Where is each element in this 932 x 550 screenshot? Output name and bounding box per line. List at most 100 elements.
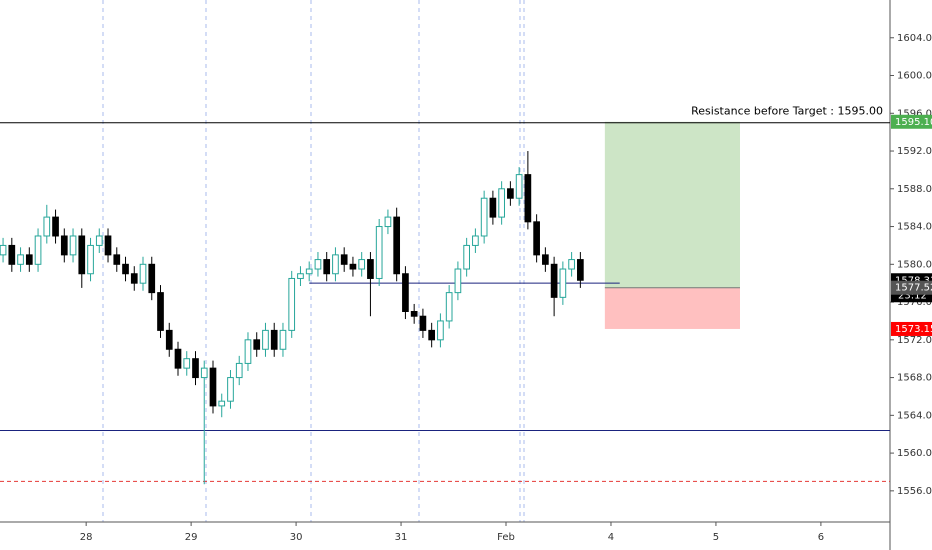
candle-body — [568, 259, 575, 270]
x-tick-label: 4 — [608, 532, 614, 543]
candle-body — [445, 292, 453, 322]
candle-body — [419, 315, 427, 331]
candle-body — [78, 235, 86, 275]
candle-body — [253, 339, 261, 350]
candle-body — [34, 235, 42, 265]
candle-body — [349, 263, 357, 270]
x-tick-label: 29 — [185, 532, 198, 543]
candle-body — [113, 254, 121, 265]
x-tick-label: 28 — [80, 532, 93, 543]
candle-body — [227, 377, 234, 402]
candle-body — [279, 329, 287, 350]
x-tick-label: Feb — [497, 532, 515, 543]
candle-body — [542, 254, 549, 265]
candle-body — [524, 174, 532, 223]
candle-body — [533, 221, 540, 256]
candle-body — [183, 358, 191, 369]
x-tick-label: 30 — [290, 532, 303, 543]
candle-body — [0, 244, 7, 256]
y-tick-label: 1576.00 — [897, 297, 932, 308]
y-tick-label: 1572.00 — [897, 335, 932, 346]
candle-body — [472, 235, 479, 246]
candle-body — [323, 259, 331, 275]
candle-body — [428, 329, 436, 341]
x-tick-label: 31 — [395, 532, 408, 543]
stop-label: 1573.15 — [895, 324, 932, 335]
countdown: 23:12 — [898, 290, 927, 301]
candle-body — [393, 216, 401, 275]
candle-body — [192, 358, 199, 379]
candle-body — [200, 367, 208, 379]
candle-body — [332, 254, 339, 275]
candle-body — [270, 329, 278, 350]
y-tick-label: 1560.00 — [897, 448, 932, 459]
y-tick-label: 1580.00 — [897, 259, 932, 270]
y-tick-label: 1564.00 — [897, 410, 932, 421]
candle-body — [104, 235, 112, 256]
candle-body — [402, 273, 409, 313]
candle-body — [437, 320, 444, 341]
candle-body — [498, 188, 505, 218]
candle-body — [340, 254, 348, 265]
candle-body — [507, 188, 514, 199]
candle-body — [375, 226, 383, 279]
candle-body — [25, 254, 33, 265]
candle-body — [305, 268, 313, 275]
candle-body — [515, 174, 523, 199]
y-tick-label: 1592.00 — [897, 146, 932, 157]
candle-body — [410, 311, 418, 317]
candle-body — [463, 244, 470, 270]
x-tick-label: 6 — [818, 532, 824, 543]
candle-body — [165, 329, 173, 350]
y-tick-label: 1600.00 — [897, 71, 932, 82]
candle-body — [69, 235, 77, 256]
candle-body — [550, 263, 558, 298]
candle-body — [218, 400, 226, 407]
candle-body — [95, 235, 103, 246]
candle-body — [577, 259, 584, 281]
profit-zone — [604, 121, 740, 288]
candle-body — [262, 329, 269, 350]
stop-label-bg — [891, 321, 932, 336]
entry-label: 1577.52 — [895, 283, 932, 294]
candle-body — [384, 216, 392, 228]
candle-body — [367, 259, 374, 279]
annotation: Resistance before Target : 1595.00 — [691, 105, 883, 118]
loss-zone — [604, 287, 740, 329]
candle-body — [235, 362, 243, 379]
candle-body — [480, 197, 488, 237]
candle-body — [43, 216, 51, 237]
entry-label-bg — [891, 280, 932, 295]
candle-body — [87, 244, 94, 275]
candle-body — [297, 273, 304, 279]
candle-body — [148, 263, 156, 294]
candle-body — [288, 277, 296, 331]
candle-body — [209, 367, 217, 407]
candle-body — [8, 244, 16, 265]
target-label-bg — [891, 114, 932, 129]
candle-body — [244, 339, 252, 364]
candle-body — [454, 268, 462, 294]
candle-body — [314, 259, 322, 270]
session-breaks — [102, 0, 525, 522]
candle-body — [130, 273, 138, 284]
x-tick-label: 5 — [713, 532, 719, 543]
y-tick-label: 1604.00 — [897, 33, 932, 44]
candle-body — [489, 197, 497, 218]
candle-body — [139, 263, 147, 284]
candle-body — [174, 348, 182, 369]
y-tick-label: 1568.00 — [897, 373, 932, 384]
y-tick-label: 1584.00 — [897, 222, 932, 233]
candle-body — [157, 292, 164, 331]
candle-body — [559, 268, 567, 298]
y-tick-label: 1556.00 — [897, 486, 932, 497]
candle-body — [122, 263, 129, 275]
candle-body — [358, 259, 366, 270]
candle-body — [52, 216, 59, 237]
target-label: 1595.10 — [895, 117, 932, 128]
candle-body — [17, 254, 24, 265]
y-tick-label: 1588.00 — [897, 184, 932, 195]
candle-body — [60, 235, 68, 256]
